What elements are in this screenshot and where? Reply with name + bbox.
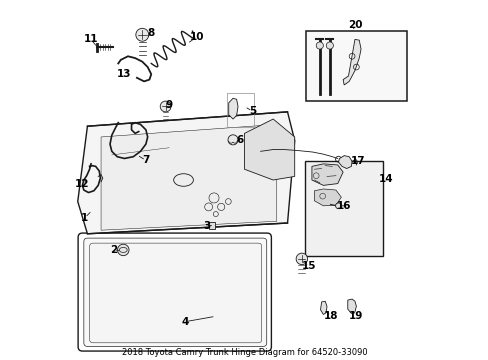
Text: 1: 1 [81, 213, 88, 222]
Text: 3: 3 [203, 221, 210, 231]
Text: 2018 Toyota Camry Trunk Hinge Diagram for 64520-33090: 2018 Toyota Camry Trunk Hinge Diagram fo… [122, 348, 366, 357]
Bar [208, 222, 215, 229]
Bar [305, 31, 406, 101]
Text: 6: 6 [236, 135, 243, 145]
Polygon shape [78, 112, 294, 234]
Text: 9: 9 [165, 100, 172, 110]
Text: 7: 7 [142, 155, 149, 165]
Polygon shape [244, 119, 294, 180]
Bar [304, 161, 382, 256]
Circle shape [160, 101, 171, 112]
Polygon shape [343, 40, 360, 85]
Text: 15: 15 [301, 261, 316, 271]
Text: 2: 2 [110, 245, 117, 255]
Text: 4: 4 [181, 317, 189, 327]
Text: 18: 18 [323, 311, 337, 321]
Circle shape [296, 253, 307, 265]
Text: 5: 5 [248, 106, 256, 116]
FancyBboxPatch shape [89, 243, 261, 343]
Polygon shape [228, 98, 238, 119]
FancyBboxPatch shape [78, 233, 271, 351]
Text: 12: 12 [75, 179, 89, 189]
Polygon shape [101, 125, 276, 230]
Circle shape [335, 203, 341, 209]
Polygon shape [338, 156, 351, 168]
Circle shape [227, 135, 238, 145]
Text: 13: 13 [117, 69, 131, 79]
Circle shape [117, 244, 129, 256]
Circle shape [325, 42, 333, 49]
Bar [227, 93, 254, 127]
FancyBboxPatch shape [83, 238, 266, 346]
Circle shape [136, 28, 148, 41]
Polygon shape [320, 301, 326, 315]
Text: 11: 11 [83, 35, 98, 44]
Text: 10: 10 [189, 32, 204, 41]
Text: 20: 20 [348, 20, 362, 30]
Polygon shape [347, 299, 356, 314]
Text: 17: 17 [350, 156, 365, 166]
Polygon shape [311, 164, 343, 185]
Text: 14: 14 [378, 174, 393, 184]
Text: 16: 16 [336, 201, 351, 211]
Circle shape [316, 42, 323, 49]
Text: 19: 19 [348, 311, 362, 320]
Text: 8: 8 [146, 28, 154, 38]
Polygon shape [314, 189, 341, 206]
